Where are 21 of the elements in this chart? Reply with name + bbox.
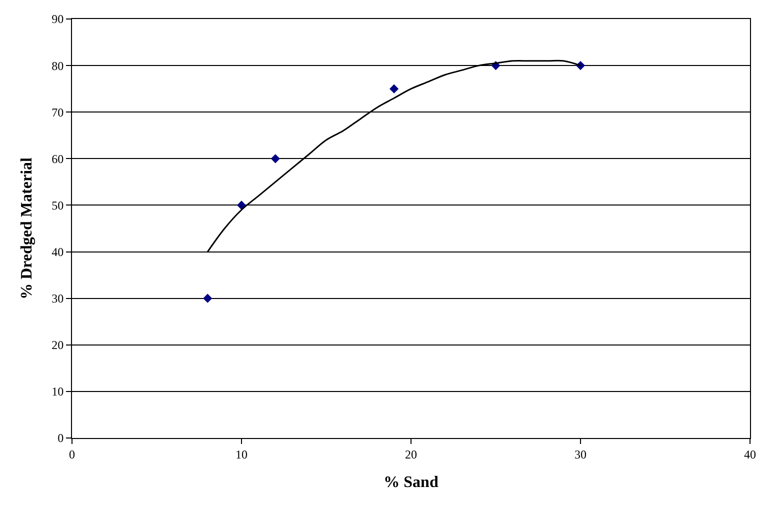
y-tick-label: 50 bbox=[52, 198, 64, 212]
x-tick-label: 0 bbox=[69, 447, 75, 462]
x-tick-label: 40 bbox=[744, 447, 756, 462]
y-tick-label: 20 bbox=[52, 338, 64, 352]
y-tick-label: 10 bbox=[52, 384, 64, 399]
point bbox=[236, 200, 246, 210]
y-tick-label: 0 bbox=[58, 431, 64, 446]
y-axis-title: % Dredged Material bbox=[18, 157, 36, 300]
y-tick-label: 70 bbox=[52, 105, 64, 120]
x-tick-label: 10 bbox=[236, 447, 248, 462]
y-tick-label: 80 bbox=[52, 58, 64, 73]
x-tick-label: 20 bbox=[405, 447, 417, 462]
y-tick-label: 30 bbox=[52, 292, 64, 306]
x-tick-label: 30 bbox=[574, 447, 586, 462]
y-tick-label: 60 bbox=[52, 152, 64, 166]
point bbox=[390, 84, 399, 94]
x-axis-title: % Sand bbox=[384, 474, 438, 492]
point bbox=[270, 154, 280, 164]
y-tick-label: 90 bbox=[52, 12, 64, 26]
y-tick-label: 40 bbox=[52, 244, 64, 259]
point bbox=[203, 294, 212, 303]
